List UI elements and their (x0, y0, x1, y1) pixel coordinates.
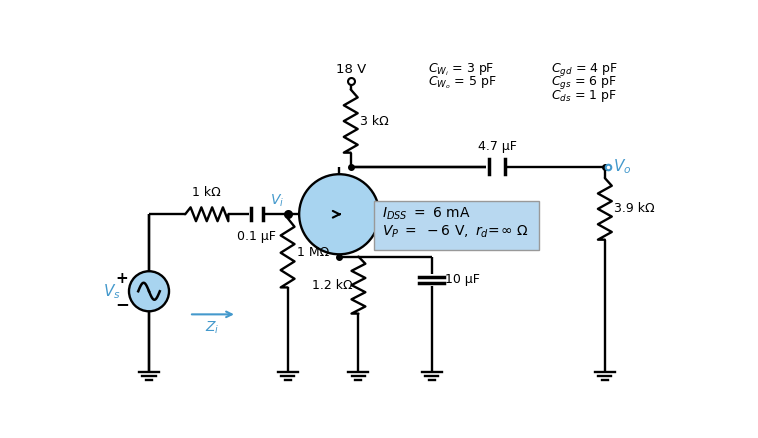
Text: $C_{W_i}$ = 3 pF: $C_{W_i}$ = 3 pF (428, 61, 494, 78)
Text: 3.9 kΩ: 3.9 kΩ (614, 202, 655, 215)
Ellipse shape (299, 174, 379, 254)
Text: 1.2 kΩ: 1.2 kΩ (312, 279, 352, 292)
Text: $V_P\ =\ -6\ \mathrm{V},\ r_d\!=\!\infty\ \Omega$: $V_P\ =\ -6\ \mathrm{V},\ r_d\!=\!\infty… (381, 224, 528, 240)
Text: −: − (115, 295, 129, 313)
Text: 18 V: 18 V (336, 64, 366, 76)
Text: 4.7 μF: 4.7 μF (478, 140, 516, 153)
Text: $C_{gd}$ = 4 pF: $C_{gd}$ = 4 pF (551, 61, 618, 78)
Text: 3 kΩ: 3 kΩ (360, 115, 389, 127)
Text: $Z_i$: $Z_i$ (205, 320, 219, 336)
Text: $C_{ds}$ = 1 pF: $C_{ds}$ = 1 pF (551, 88, 617, 104)
Text: $C_{gs}$ = 6 pF: $C_{gs}$ = 6 pF (551, 74, 617, 91)
Text: 1 MΩ: 1 MΩ (297, 246, 329, 259)
Text: $V_o$: $V_o$ (612, 157, 631, 176)
Text: $V_s$: $V_s$ (103, 282, 121, 300)
Text: 1 kΩ: 1 kΩ (193, 186, 221, 199)
FancyBboxPatch shape (374, 201, 539, 251)
Text: $C_{W_o}$ = 5 pF: $C_{W_o}$ = 5 pF (428, 74, 496, 91)
Text: $V_i$: $V_i$ (270, 192, 283, 208)
Text: +: + (116, 272, 128, 286)
Text: 10 μF: 10 μF (446, 273, 481, 286)
Text: 0.1 μF: 0.1 μF (237, 230, 276, 243)
Circle shape (129, 271, 169, 311)
Text: $I_{DSS}\ =\ 6\ \mathrm{mA}$: $I_{DSS}\ =\ 6\ \mathrm{mA}$ (381, 206, 470, 223)
